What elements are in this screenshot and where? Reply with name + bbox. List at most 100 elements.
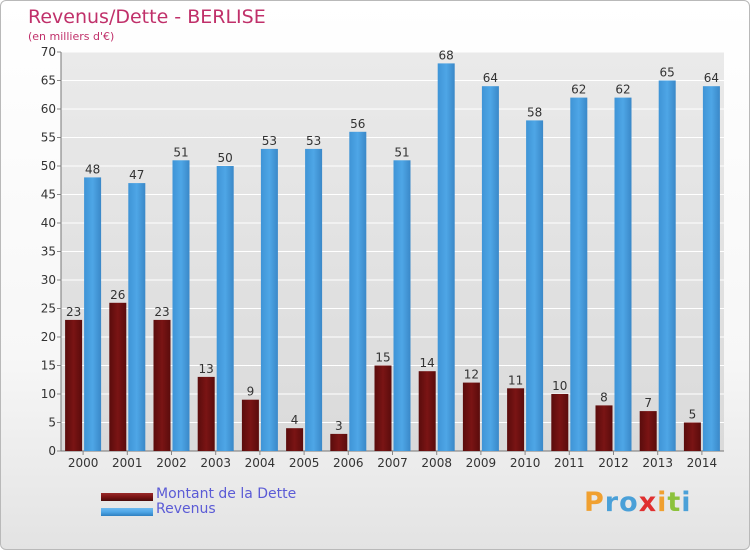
data-label-debt: 11 xyxy=(508,373,523,387)
x-tick-label: 2005 xyxy=(289,456,320,470)
data-label-revenue: 51 xyxy=(173,145,188,159)
bar-revenue xyxy=(481,86,499,451)
bar-debt xyxy=(286,428,304,451)
y-tick-label: 10 xyxy=(41,387,56,401)
bar-debt xyxy=(197,376,215,451)
x-tick-label: 2006 xyxy=(333,456,364,470)
x-tick-label: 2010 xyxy=(510,456,541,470)
logo-letter: o xyxy=(619,487,639,518)
data-label-revenue: 53 xyxy=(262,134,277,148)
data-label-debt: 9 xyxy=(247,385,255,399)
data-label-revenue: 47 xyxy=(129,168,144,182)
data-label-debt: 15 xyxy=(375,351,390,365)
bar-revenue xyxy=(570,97,588,451)
data-label-debt: 8 xyxy=(600,390,608,404)
logo-letter: x xyxy=(638,487,658,518)
x-tick-label: 2004 xyxy=(245,456,276,470)
x-tick-label: 2013 xyxy=(642,456,673,470)
data-label-revenue: 65 xyxy=(660,66,675,80)
logo-letter: P xyxy=(584,487,605,518)
data-label-revenue: 48 xyxy=(85,162,100,176)
y-tick-label: 35 xyxy=(41,245,56,259)
bar-revenue xyxy=(614,97,632,451)
y-tick-label: 0 xyxy=(48,444,56,458)
data-label-debt: 12 xyxy=(464,368,479,382)
bar-revenue xyxy=(702,86,720,451)
legend-swatch-debt xyxy=(101,493,153,501)
data-label-revenue: 64 xyxy=(704,71,719,85)
data-label-debt: 5 xyxy=(689,408,697,422)
x-tick-label: 2008 xyxy=(421,456,452,470)
x-tick-label: 2002 xyxy=(156,456,187,470)
bar-revenue xyxy=(658,80,676,451)
x-tick-label: 2009 xyxy=(466,456,497,470)
x-tick-label: 2003 xyxy=(200,456,231,470)
legend-swatch-revenue xyxy=(101,508,153,516)
data-label-revenue: 62 xyxy=(615,83,630,97)
bar-debt xyxy=(595,405,613,451)
bar-debt xyxy=(551,394,569,451)
data-label-debt: 4 xyxy=(291,413,299,427)
data-label-debt: 23 xyxy=(154,305,169,319)
y-tick-label: 15 xyxy=(41,359,56,373)
bar-revenue xyxy=(260,148,278,451)
proxiti-logo: Proxiti xyxy=(584,487,692,518)
chart-subtitle: (en milliers d'€) xyxy=(28,30,115,43)
bar-revenue xyxy=(526,120,544,452)
data-label-revenue: 56 xyxy=(350,117,365,131)
data-label-debt: 23 xyxy=(66,305,81,319)
x-tick-label: 2014 xyxy=(687,456,718,470)
bar-revenue xyxy=(84,177,102,451)
data-label-debt: 10 xyxy=(552,379,567,393)
data-label-debt: 3 xyxy=(335,419,343,433)
y-tick-label: 60 xyxy=(41,102,56,116)
bar-revenue xyxy=(216,166,234,451)
data-label-debt: 26 xyxy=(110,288,125,302)
bar-revenue xyxy=(172,160,190,452)
bar-debt xyxy=(330,433,348,451)
bar-debt xyxy=(65,319,83,451)
y-tick-label: 25 xyxy=(41,302,56,316)
data-label-revenue: 58 xyxy=(527,105,542,119)
data-label-revenue: 50 xyxy=(218,151,233,165)
logo-letter: t xyxy=(667,487,682,518)
bar-debt xyxy=(683,422,701,451)
bar-debt xyxy=(462,382,480,451)
bar-revenue xyxy=(128,183,146,451)
bar-debt xyxy=(153,319,171,451)
bar-revenue xyxy=(349,131,367,452)
y-tick-label: 5 xyxy=(48,416,56,430)
bar-revenue xyxy=(437,63,455,452)
legend-label-revenue: Revenus xyxy=(156,501,216,517)
logo-letter: r xyxy=(604,487,620,518)
data-label-revenue: 62 xyxy=(571,83,586,97)
y-tick-label: 30 xyxy=(41,273,56,287)
y-tick-label: 40 xyxy=(41,216,56,230)
y-tick-label: 65 xyxy=(41,74,56,88)
y-tick-label: 70 xyxy=(41,45,56,59)
x-tick-label: 2012 xyxy=(598,456,629,470)
y-tick-label: 20 xyxy=(41,330,56,344)
data-label-revenue: 51 xyxy=(394,145,409,159)
data-label-debt: 7 xyxy=(644,396,652,410)
bar-revenue xyxy=(305,148,323,451)
bar-debt xyxy=(507,388,525,451)
data-label-debt: 13 xyxy=(199,362,214,376)
bar-debt xyxy=(109,302,127,451)
data-label-revenue: 53 xyxy=(306,134,321,148)
y-tick-label: 55 xyxy=(41,131,56,145)
x-tick-label: 2000 xyxy=(68,456,99,470)
legend-label-debt: Montant de la Dette xyxy=(156,486,297,502)
bar-revenue xyxy=(393,160,411,452)
y-tick-label: 50 xyxy=(41,159,56,173)
x-tick-label: 2007 xyxy=(377,456,408,470)
data-label-debt: 14 xyxy=(420,356,435,370)
bar-debt xyxy=(241,399,259,451)
bar-debt xyxy=(418,371,436,451)
bar-debt xyxy=(374,365,392,451)
x-tick-label: 2001 xyxy=(112,456,143,470)
bar-debt xyxy=(639,411,657,451)
logo-letter: i xyxy=(657,487,668,518)
